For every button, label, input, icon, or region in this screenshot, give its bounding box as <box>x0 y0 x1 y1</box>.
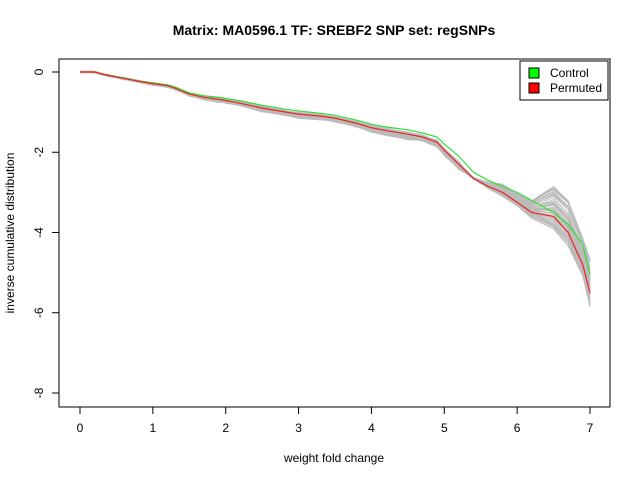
background-run-line <box>79 70 591 281</box>
background-run-line <box>79 71 591 304</box>
background-run-line <box>79 72 591 268</box>
background-run-line <box>79 70 591 262</box>
background-run-line <box>79 71 591 302</box>
background-run-line <box>79 70 591 278</box>
x-tick-label: 1 <box>150 421 157 435</box>
background-run-line <box>79 70 591 295</box>
background-run-line <box>79 70 591 295</box>
background-run-line <box>79 70 591 299</box>
background-run-line <box>79 70 591 263</box>
background-run-line <box>79 71 591 287</box>
y-tick-label: -8 <box>32 387 46 398</box>
background-run-line <box>79 70 591 286</box>
x-axis-label: weight fold change <box>283 451 384 465</box>
x-tick-label: 3 <box>295 421 302 435</box>
background-run-line <box>79 71 591 297</box>
background-run-line <box>79 70 591 286</box>
background-run-line <box>79 71 591 269</box>
chart-title: Matrix: MA0596.1 TF: SREBF2 SNP set: reg… <box>173 22 496 38</box>
background-run-line <box>79 71 591 291</box>
legend-label-control: Control <box>550 66 589 80</box>
y-axis: -8 -6 -4 -2 0 <box>32 68 60 398</box>
y-tick-label: 0 <box>32 68 46 75</box>
y-tick-label: -2 <box>32 147 46 158</box>
background-run-line <box>79 70 591 304</box>
background-run-line <box>79 70 591 285</box>
legend-label-permuted: Permuted <box>550 81 602 95</box>
background-run-line <box>79 71 591 284</box>
background-run-line <box>79 70 591 294</box>
y-tick-label: -6 <box>32 307 46 318</box>
series-layer <box>80 71 591 293</box>
background-run-line <box>79 70 591 295</box>
background-run-line <box>79 71 591 268</box>
x-tick-label: 2 <box>222 421 229 435</box>
background-run-line <box>79 70 591 280</box>
background-run-line <box>79 71 591 262</box>
x-axis: 0 1 2 3 4 5 6 7 <box>77 406 594 435</box>
background-runs <box>79 70 591 307</box>
background-run-line <box>79 70 591 307</box>
background-run-line <box>79 70 591 299</box>
series-line-permuted <box>80 71 591 293</box>
background-run-line <box>79 71 591 263</box>
legend-swatch-permuted <box>528 82 540 94</box>
background-run-line <box>79 71 591 290</box>
background-run-line <box>79 70 591 274</box>
background-run-line <box>79 70 591 269</box>
x-tick-label: 4 <box>368 421 375 435</box>
background-run-line <box>79 70 591 301</box>
background-run-line <box>79 70 591 267</box>
background-run-line <box>79 71 591 266</box>
background-run-line <box>79 70 591 281</box>
y-tick-label: -4 <box>32 227 46 238</box>
background-run-line <box>79 71 591 299</box>
x-tick-label: 6 <box>514 421 521 435</box>
background-run-line <box>79 70 591 298</box>
background-run-line <box>79 71 591 290</box>
x-tick-label: 0 <box>77 421 84 435</box>
background-run-line <box>79 71 591 284</box>
background-run-line <box>79 71 591 300</box>
background-run-line <box>79 71 591 289</box>
background-run-line <box>79 70 591 263</box>
x-tick-label: 5 <box>441 421 448 435</box>
background-run-line <box>79 71 591 283</box>
background-run-line <box>79 71 591 288</box>
x-tick-label: 7 <box>587 421 594 435</box>
legend-box <box>519 60 609 101</box>
series-line-control <box>80 71 591 275</box>
background-run-line <box>79 70 591 263</box>
plot-frame <box>58 58 611 408</box>
background-run-line <box>79 72 591 280</box>
background-run-line <box>79 72 591 285</box>
background-run-line <box>79 71 591 271</box>
background-run-line <box>79 70 591 276</box>
background-run-line <box>79 72 591 260</box>
background-run-line <box>79 70 591 278</box>
background-run-line <box>79 71 591 279</box>
background-run-line <box>79 71 591 290</box>
background-run-line <box>79 71 591 280</box>
background-run-line <box>79 70 591 304</box>
legend-swatch-control <box>528 67 540 79</box>
background-run-line <box>79 70 591 305</box>
background-run-line <box>79 70 591 306</box>
background-run-line <box>79 71 591 277</box>
y-axis-label: inverse cumulative distribution <box>3 153 17 314</box>
background-run-line <box>79 71 591 307</box>
background-run-line <box>79 71 591 261</box>
background-run-line <box>79 71 591 273</box>
